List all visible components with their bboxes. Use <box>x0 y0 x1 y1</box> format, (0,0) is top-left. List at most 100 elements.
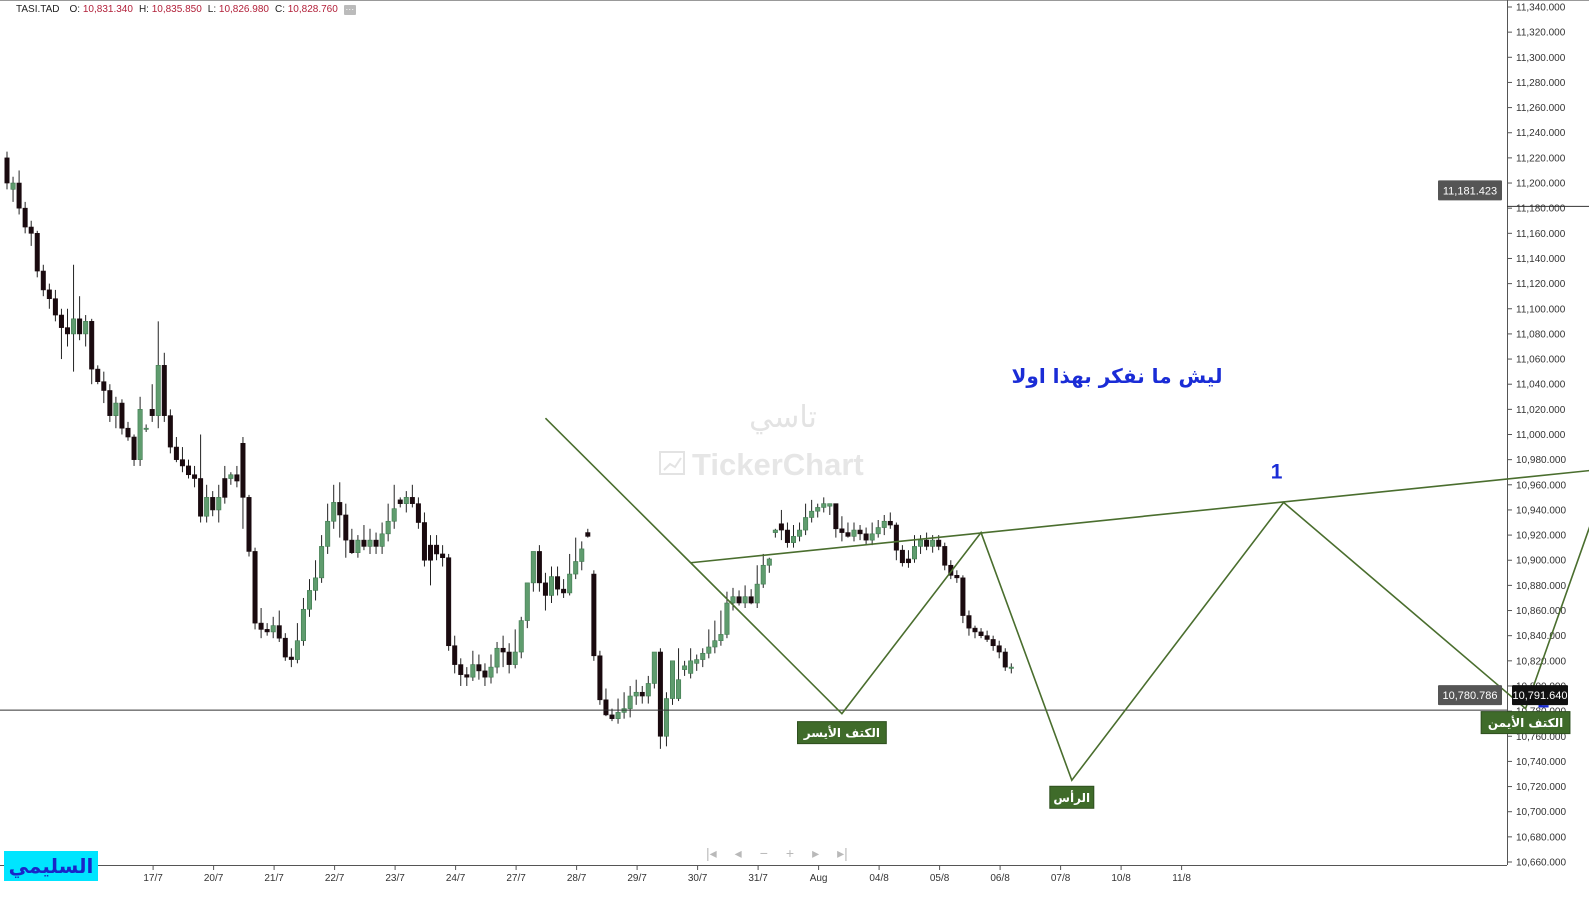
candle-body <box>882 521 886 527</box>
time-tick-label: 20/7 <box>204 873 224 884</box>
candle-body <box>701 653 705 659</box>
time-tick-label: 07/8 <box>1051 873 1071 884</box>
candle-body <box>616 712 620 718</box>
candle-body <box>77 319 81 334</box>
watermark-chart-icon <box>664 458 681 470</box>
time-tick-label: 21/7 <box>264 873 284 884</box>
candle-body <box>344 515 348 540</box>
candle-body <box>350 540 354 553</box>
candle-body <box>501 648 505 652</box>
candle-body <box>797 530 801 536</box>
candle-body <box>83 321 87 334</box>
candle-body <box>102 382 106 391</box>
candle-body <box>495 648 499 667</box>
candle-body <box>356 540 360 553</box>
candle-body <box>846 533 850 537</box>
watermark-arabic: تاسي <box>749 400 817 435</box>
candle-body <box>428 545 432 560</box>
candle-body <box>513 652 517 665</box>
price-tick-label: 11,200.000 <box>1516 179 1566 190</box>
candle-body <box>362 540 366 546</box>
candle-body <box>870 534 874 540</box>
candle-body <box>973 628 977 632</box>
more-options-button[interactable]: ··· <box>344 5 356 15</box>
open-value: 10,831.340 <box>83 4 133 15</box>
candle-body <box>773 530 777 533</box>
candle-body <box>610 715 614 719</box>
price-tick-label: 11,040.000 <box>1516 380 1566 391</box>
candle-body <box>713 641 717 647</box>
time-tick-label: 22/7 <box>325 873 345 884</box>
candle-body <box>767 559 771 565</box>
candle-body <box>985 636 989 640</box>
candle-body <box>192 475 196 479</box>
candle-body <box>537 551 541 582</box>
candle-body <box>168 416 172 447</box>
candle-body <box>997 646 1001 652</box>
watermark: تاسي TickerChart <box>660 400 864 482</box>
candle-body <box>235 475 239 481</box>
price-tick-label: 10,680.000 <box>1516 832 1566 843</box>
candle-body <box>555 577 559 590</box>
candle-body <box>761 565 765 584</box>
candle-body <box>658 652 662 736</box>
candle-body <box>204 497 208 516</box>
candle-body <box>198 479 202 517</box>
time-tick-label: 31/7 <box>748 873 768 884</box>
candle-body <box>731 597 735 603</box>
candle-body <box>737 597 741 603</box>
price-tick-label: 11,280.000 <box>1516 78 1566 89</box>
high-value: 10,835.850 <box>152 4 202 15</box>
candle-body <box>507 652 511 665</box>
scroll-end-button[interactable]: ▸| <box>837 845 848 862</box>
candle-body <box>223 479 227 498</box>
candle-body <box>489 667 493 677</box>
time-tick-label: 11/8 <box>1172 873 1191 884</box>
candle-body <box>809 511 813 517</box>
candle-body <box>586 533 590 537</box>
price-tick-label: 11,320.000 <box>1516 28 1566 39</box>
candle-body <box>17 183 21 208</box>
candle-body <box>259 623 263 629</box>
candle-body <box>114 403 118 416</box>
scroll-start-button[interactable]: |◂ <box>706 845 717 862</box>
right-shoulder-label: الكتف الأيمن <box>1488 715 1563 730</box>
candle-body <box>803 517 807 530</box>
scroll-left-button[interactable]: ◂ <box>735 845 742 862</box>
candle-body <box>162 365 166 415</box>
scroll-right-button[interactable]: ▸ <box>812 845 819 862</box>
candle-body <box>967 616 971 629</box>
candle-body <box>519 621 523 652</box>
candle-body <box>295 641 299 660</box>
candle-body <box>676 680 680 699</box>
candle-body <box>180 460 184 466</box>
close-value: 10,828.760 <box>288 4 338 15</box>
time-tick-label: 27/7 <box>506 873 526 884</box>
time-tick-label: 28/7 <box>567 873 587 884</box>
candle-body <box>277 626 281 639</box>
price-tick-label: 10,720.000 <box>1516 782 1566 793</box>
time-tick-label: 23/7 <box>385 873 405 884</box>
zoom-out-button[interactable]: − <box>760 845 768 862</box>
price-tick-label: 10,980.000 <box>1516 455 1566 466</box>
candle-body <box>229 475 233 479</box>
candle-body <box>404 497 408 503</box>
candle-body <box>392 509 396 522</box>
candle-body <box>785 530 789 543</box>
candle-body <box>5 158 9 183</box>
candle-body <box>289 657 293 660</box>
zoom-in-button[interactable]: + <box>786 845 794 862</box>
candle-body <box>725 603 729 634</box>
candle-body <box>313 578 317 591</box>
candle-body <box>531 551 535 582</box>
candle-body <box>253 551 257 623</box>
time-tick-label: 06/8 <box>990 873 1010 884</box>
candle-body <box>670 661 674 699</box>
candle-body <box>888 521 892 525</box>
price-tick-label: 11,160.000 <box>1516 229 1566 240</box>
candle-body <box>144 428 148 429</box>
price-tick-label: 11,100.000 <box>1516 304 1566 315</box>
left-shoulder-label: الكتف الأيسر <box>803 725 880 740</box>
